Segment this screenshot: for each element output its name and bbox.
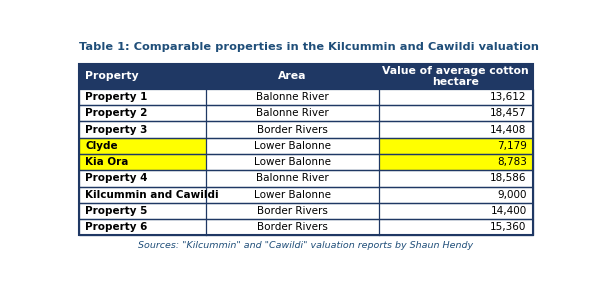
Text: Property 3: Property 3	[85, 125, 147, 135]
Text: Border Rivers: Border Rivers	[257, 206, 328, 216]
Bar	[79, 121, 206, 138]
Bar	[378, 154, 533, 170]
Bar	[206, 105, 378, 121]
Text: Kia Ora: Kia Ora	[85, 157, 128, 167]
Text: Property: Property	[85, 72, 139, 81]
Bar	[79, 105, 206, 121]
Text: Clyde: Clyde	[85, 141, 118, 151]
Text: Border Rivers: Border Rivers	[257, 222, 328, 232]
Text: 7,179: 7,179	[497, 141, 527, 151]
Text: 9,000: 9,000	[497, 190, 527, 200]
Bar	[378, 138, 533, 154]
Text: 8,783: 8,783	[497, 157, 527, 167]
Bar	[79, 89, 206, 105]
Text: 18,457: 18,457	[490, 108, 527, 118]
Text: Property 2: Property 2	[85, 108, 147, 118]
Text: Property 4: Property 4	[85, 173, 148, 183]
Text: Property 1: Property 1	[85, 92, 147, 102]
Bar	[79, 105, 533, 121]
Text: 18,586: 18,586	[490, 173, 527, 183]
Text: Balonne River: Balonne River	[256, 92, 329, 102]
Text: Border Rivers: Border Rivers	[257, 125, 328, 135]
Bar	[79, 138, 533, 154]
Text: Sources: "Kilcummin" and "Cawildi" valuation reports by Shaun Hendy: Sources: "Kilcummin" and "Cawildi" valua…	[139, 241, 473, 250]
Text: Balonne River: Balonne River	[256, 173, 329, 183]
Text: 15,360: 15,360	[490, 222, 527, 232]
Bar	[378, 105, 533, 121]
Bar	[79, 187, 206, 203]
Bar	[378, 203, 533, 219]
Bar	[378, 170, 533, 187]
Bar	[79, 154, 533, 170]
Bar	[79, 170, 533, 187]
Text: 14,400: 14,400	[490, 206, 527, 216]
Bar	[378, 89, 533, 105]
Bar	[79, 219, 206, 235]
Bar	[79, 64, 533, 89]
Bar	[79, 203, 206, 219]
Bar	[79, 170, 206, 187]
Bar	[206, 170, 378, 187]
Bar	[206, 154, 378, 170]
Bar	[206, 138, 378, 154]
Text: Property 6: Property 6	[85, 222, 147, 232]
Bar	[378, 187, 533, 203]
Bar	[79, 187, 533, 203]
Text: Value of average cotton
hectare: Value of average cotton hectare	[382, 66, 529, 87]
Text: 13,612: 13,612	[490, 92, 527, 102]
Text: Balonne River: Balonne River	[256, 108, 329, 118]
Bar	[206, 219, 378, 235]
Bar	[378, 121, 533, 138]
Text: Lower Balonne: Lower Balonne	[254, 190, 331, 200]
Bar	[206, 187, 378, 203]
Text: Lower Balonne: Lower Balonne	[254, 157, 331, 167]
Text: 14,408: 14,408	[490, 125, 527, 135]
Bar	[79, 121, 533, 138]
Bar	[206, 203, 378, 219]
Bar	[79, 64, 533, 235]
Bar	[206, 89, 378, 105]
Bar	[378, 219, 533, 235]
Text: Table 1: Comparable properties in the Kilcummin and Cawildi valuation: Table 1: Comparable properties in the Ki…	[79, 42, 539, 52]
Text: Kilcummin and Cawildi: Kilcummin and Cawildi	[85, 190, 219, 200]
Text: Area: Area	[278, 72, 307, 81]
Bar	[79, 89, 533, 105]
Bar	[79, 154, 206, 170]
Bar	[79, 219, 533, 235]
Bar	[79, 203, 533, 219]
Text: Lower Balonne: Lower Balonne	[254, 141, 331, 151]
Bar	[206, 121, 378, 138]
Text: Property 5: Property 5	[85, 206, 147, 216]
Bar	[79, 138, 206, 154]
